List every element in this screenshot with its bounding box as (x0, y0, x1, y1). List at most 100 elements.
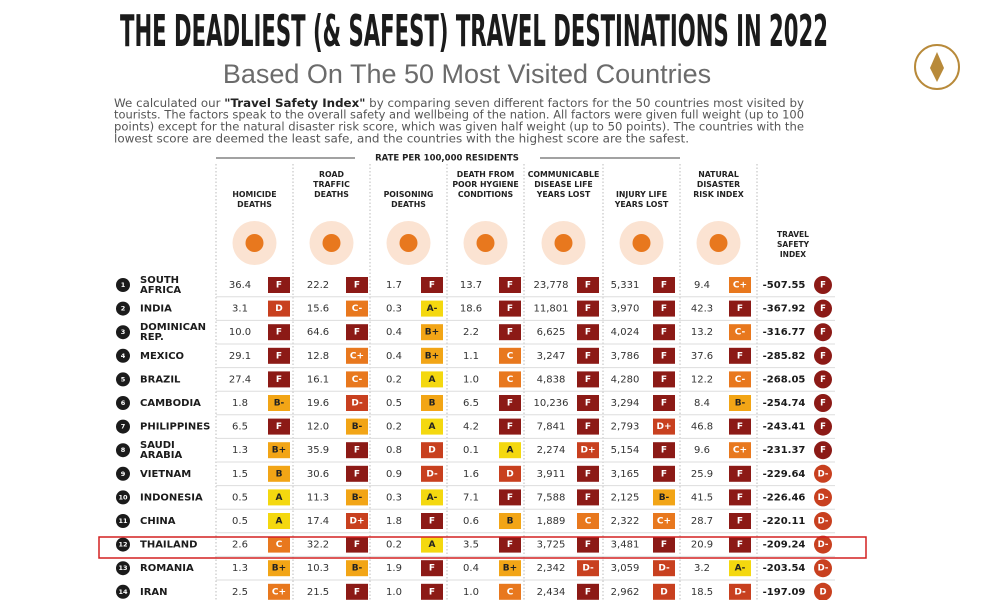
country: THAILAND (140, 540, 197, 551)
value: 3,294 (611, 398, 640, 409)
grade: F (276, 351, 282, 361)
grade-box (577, 347, 599, 364)
value: 18.6 (460, 304, 482, 315)
description-part: by comparing seven different factors for… (365, 96, 804, 110)
grade: C- (352, 375, 363, 385)
grade: F (661, 328, 667, 338)
value: 6.5 (463, 398, 479, 409)
index-score: -507.55 (763, 280, 806, 291)
value: 0.6 (463, 516, 479, 527)
value: 12.2 (691, 374, 713, 385)
index-score: -197.09 (763, 587, 806, 598)
grade: F (737, 540, 743, 550)
grade-box (577, 442, 599, 459)
grade-box (729, 513, 751, 529)
grade: D- (351, 399, 363, 409)
value: 1.0 (463, 374, 479, 385)
grade-box (346, 465, 368, 482)
grade: C+ (733, 281, 747, 291)
grade-box (499, 300, 521, 317)
grade: F (429, 587, 435, 597)
grade: C (507, 587, 514, 597)
value: 36.4 (229, 280, 251, 291)
grade-box (729, 560, 751, 577)
value: 11.3 (307, 492, 329, 503)
column-header: INJURY LIFE (616, 190, 667, 199)
grade: D+ (580, 446, 595, 456)
grade: F (585, 587, 591, 597)
value: 22.2 (307, 280, 329, 291)
index-grade-badge (814, 323, 832, 342)
grade-box (653, 300, 675, 317)
index-score: -220.11 (763, 516, 806, 527)
index-score: -226.46 (763, 492, 806, 503)
index-grade: F (820, 281, 826, 291)
rank: 1 (121, 281, 126, 289)
grade: A- (427, 493, 438, 503)
grade: B+ (425, 328, 439, 338)
grade: F (354, 446, 360, 456)
index-grade: D- (818, 493, 829, 503)
value: 3,247 (537, 351, 566, 362)
grade: C+ (657, 517, 671, 527)
grade-box (421, 536, 443, 553)
column-header: YEARS LOST (614, 200, 669, 209)
grade-box (421, 513, 443, 529)
grade: F (585, 493, 591, 503)
column-header: DISEASE LIFE (534, 180, 593, 189)
grade-box (499, 536, 521, 553)
grade: F (661, 375, 667, 385)
grade: F (507, 281, 513, 291)
grade: A (429, 540, 436, 550)
grade-box (577, 371, 599, 388)
grade-box (346, 300, 368, 317)
grade-box (268, 442, 290, 459)
grade-box (346, 536, 368, 553)
index-grade-badge (814, 512, 832, 530)
value: 7.1 (463, 492, 479, 503)
grade-box (346, 324, 368, 341)
value: 1.3 (232, 445, 248, 456)
value: 0.4 (463, 563, 479, 574)
grade-box (268, 583, 290, 600)
value: 64.6 (307, 327, 329, 338)
value: 0.2 (386, 374, 402, 385)
grade: F (585, 375, 591, 385)
country: AFRICA (140, 285, 181, 296)
grade: B+ (272, 446, 286, 456)
rank-badge (116, 514, 130, 528)
index-grade: F (820, 328, 826, 338)
grade-box (346, 371, 368, 388)
index-grade: F (820, 422, 826, 432)
index-grade-badge (814, 559, 832, 578)
grade-box (499, 442, 521, 459)
grade-box (653, 395, 675, 411)
index-grade-badge (814, 582, 832, 600)
value: 37.6 (691, 351, 713, 362)
index-score: -243.41 (763, 422, 806, 433)
grade: F (737, 304, 743, 314)
value: 4,838 (537, 374, 566, 385)
country: SAUDI (140, 440, 175, 451)
grade-box (268, 465, 290, 482)
value: 1.8 (232, 398, 248, 409)
rank: 9 (121, 470, 126, 478)
value: 4.2 (463, 422, 479, 433)
value: 2.5 (232, 587, 248, 598)
index-grade: F (820, 446, 826, 456)
column-icon-glyph (322, 234, 341, 252)
value: 0.2 (386, 422, 402, 433)
grade-box (499, 418, 521, 435)
grade-box (499, 583, 521, 600)
grade-box (346, 277, 368, 293)
value: 46.8 (691, 422, 713, 433)
value: 1.1 (463, 351, 479, 362)
grade-box (729, 277, 751, 293)
value: 1.9 (386, 563, 402, 574)
grade: F (737, 517, 743, 527)
grade: F (507, 493, 513, 503)
grade: F (354, 328, 360, 338)
grade: C (507, 375, 514, 385)
grade: C- (735, 328, 746, 338)
grade-box (268, 513, 290, 529)
